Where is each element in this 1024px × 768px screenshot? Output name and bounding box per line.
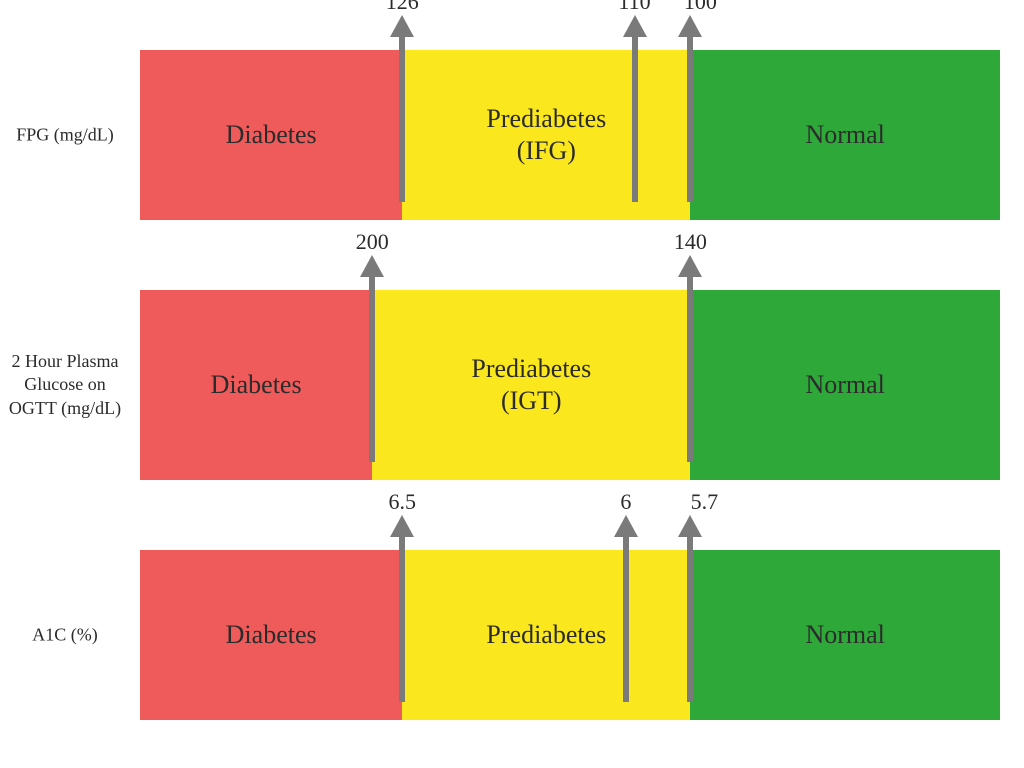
row-label-a1c: A1C (%) (0, 623, 130, 646)
row-fpg: FPG (mg/dL) DiabetesPrediabetes(IFG)Norma… (0, 50, 1024, 220)
threshold-value-a1c-6.5: 6.5 (389, 489, 417, 515)
threshold-value-ogtt-200: 200 (356, 229, 389, 255)
bar-ogtt: DiabetesPrediabetes(IGT)Normal (140, 290, 1000, 480)
threshold-value-a1c-5.7: 5.7 (691, 489, 719, 515)
segment-fpg-normal: Normal (690, 50, 1000, 220)
segment-ogtt-diabetes: Diabetes (140, 290, 372, 480)
segment-ogtt-prediabetes: Prediabetes(IGT) (372, 290, 690, 480)
segment-fpg-diabetes: Diabetes (140, 50, 402, 220)
threshold-value-a1c-6: 6 (620, 489, 631, 515)
segment-a1c-prediabetes: Prediabetes (402, 550, 690, 720)
threshold-value-fpg-100: 100 (684, 0, 717, 15)
row-label-ogtt: 2 Hour Plasma Glucose on OGTT (mg/dL) (0, 350, 130, 420)
threshold-value-fpg-110: 110 (618, 0, 650, 15)
segment-ogtt-normal: Normal (690, 290, 1000, 480)
row-ogtt: 2 Hour Plasma Glucose on OGTT (mg/dL)Dia… (0, 290, 1024, 480)
segment-a1c-normal: Normal (690, 550, 1000, 720)
threshold-value-ogtt-140: 140 (674, 229, 707, 255)
segment-a1c-diabetes: Diabetes (140, 550, 402, 720)
bar-fpg: DiabetesPrediabetes(IFG)Normal (140, 50, 1000, 220)
row-a1c: A1C (%) DiabetesPrediabetesNormal (0, 550, 1024, 720)
threshold-value-fpg-126: 126 (386, 0, 419, 15)
row-label-fpg: FPG (mg/dL) (0, 123, 130, 146)
bar-a1c: DiabetesPrediabetesNormal (140, 550, 1000, 720)
segment-fpg-prediabetes: Prediabetes(IFG) (402, 50, 690, 220)
